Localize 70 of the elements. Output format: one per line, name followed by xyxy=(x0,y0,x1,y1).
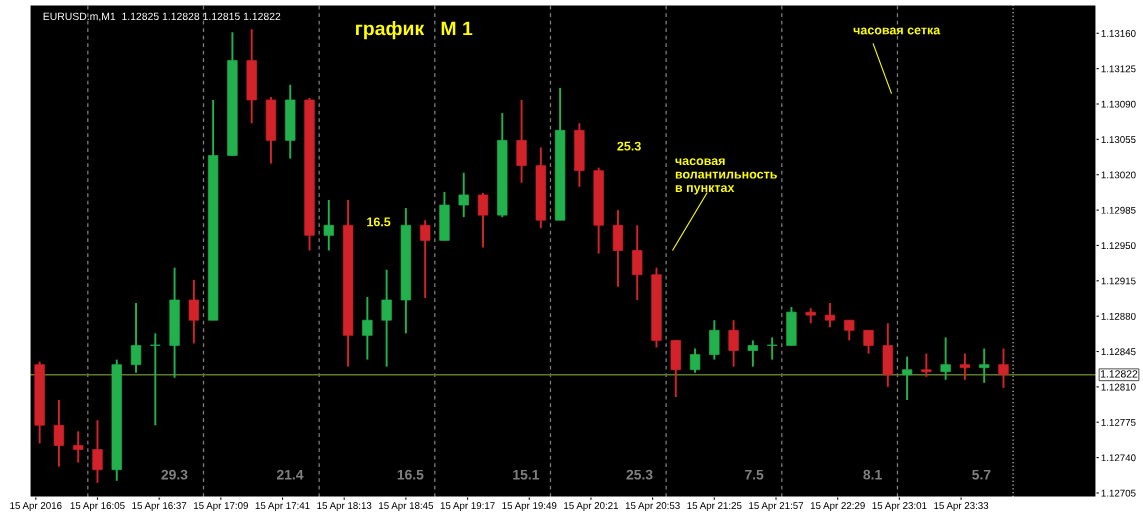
annotation: 16.5 xyxy=(367,217,391,227)
candlestick xyxy=(150,332,161,427)
candlestick xyxy=(458,171,469,219)
candlestick xyxy=(901,355,913,401)
candlestick xyxy=(420,219,431,299)
ref-line-label: 1.12822 xyxy=(1100,370,1138,378)
y-tick-label: 1.12950 xyxy=(1101,242,1136,250)
x-tick-label: 15 Apr 17:09 xyxy=(194,502,248,511)
annotation: 5.7 xyxy=(972,469,991,480)
text: EURUSD.m,M1 1.12825 1.12828 1.12815 1.12822 xyxy=(43,12,281,22)
x-tick-label: 15 Apr 19:17 xyxy=(440,502,495,511)
x-tick-label: 15 Apr 18:45 xyxy=(379,502,434,511)
annotation: часовая сетка xyxy=(853,27,941,35)
x-tick-label: 15 Apr 16:37 xyxy=(132,502,187,511)
x-tick-label: 15 Apr 21:57 xyxy=(749,502,804,511)
candlestick xyxy=(53,399,65,468)
candlestick xyxy=(747,339,759,368)
annotation: 29.3 xyxy=(161,469,188,480)
y-tick-label: 1.12740 xyxy=(1101,454,1136,462)
candlestick xyxy=(863,329,874,355)
y-tick-label: 1.12705 xyxy=(1101,489,1136,497)
annotation: 25.3 xyxy=(626,469,653,480)
x-tick-label: 15 Apr 18:13 xyxy=(317,502,372,511)
y-tick-label: 1.12775 xyxy=(1101,418,1136,426)
x-tick-label: 15 Apr 20:53 xyxy=(625,502,680,511)
candlestick xyxy=(979,347,990,384)
y-tick-label: 1.12810 xyxy=(1101,383,1136,391)
annotation: график М 1 xyxy=(356,21,473,40)
annotation: 7.5 xyxy=(745,469,764,480)
x-tick-label: 15 Apr 2016 xyxy=(10,502,62,511)
y-tick-label: 1.13055 xyxy=(1101,136,1136,143)
annotation: 15.1 xyxy=(513,469,540,480)
x-tick-label: 15 Apr 16:05 xyxy=(70,502,125,511)
candlestick xyxy=(323,199,334,252)
candlestick xyxy=(766,336,778,361)
y-tick-label: 1.13090 xyxy=(1101,100,1136,108)
candlestick xyxy=(921,352,932,378)
x-tick-label: 15 Apr 22:29 xyxy=(810,502,865,511)
candlestick xyxy=(728,319,739,368)
candlestick xyxy=(188,278,200,345)
candlestick xyxy=(998,347,1009,389)
annotation: 21.4 xyxy=(276,469,304,480)
x-tick-label: 15 Apr 23:33 xyxy=(934,502,989,511)
x-tick-label: 15 Apr 17:41 xyxy=(255,502,310,511)
y-tick-label: 1.12915 xyxy=(1101,277,1136,285)
annotation: 25.3 xyxy=(617,141,641,151)
candlestick xyxy=(477,191,489,249)
y-tick-label: 1.13125 xyxy=(1101,65,1136,73)
annotation: 8.1 xyxy=(863,469,882,480)
candlestick xyxy=(844,319,855,342)
candlestick xyxy=(73,430,84,464)
candlestick xyxy=(959,352,971,381)
y-tick-label: 1.13160 xyxy=(1101,30,1136,37)
annotation: 16.5 xyxy=(397,469,424,480)
y-tick-label: 1.12880 xyxy=(1101,312,1136,320)
annotation: часовая волантильность в пунктах xyxy=(675,158,777,195)
y-tick-label: 1.13020 xyxy=(1101,171,1136,179)
x-tick-label: 15 Apr 20:21 xyxy=(564,502,619,511)
candlestick xyxy=(940,336,951,381)
candlestick xyxy=(824,302,836,329)
y-tick-label: 1.12985 xyxy=(1101,206,1136,214)
candlestick xyxy=(92,419,103,484)
x-tick-label: 15 Apr 23:01 xyxy=(872,502,927,511)
candlestick xyxy=(362,296,373,361)
candlestick xyxy=(689,347,701,374)
y-tick-label: 1.12845 xyxy=(1101,348,1136,356)
x-tick-label: 15 Apr 19:49 xyxy=(502,502,557,511)
candlestick xyxy=(130,302,142,374)
candlestick xyxy=(381,268,392,368)
x-tick-label: 15 Apr 21:25 xyxy=(687,502,742,511)
